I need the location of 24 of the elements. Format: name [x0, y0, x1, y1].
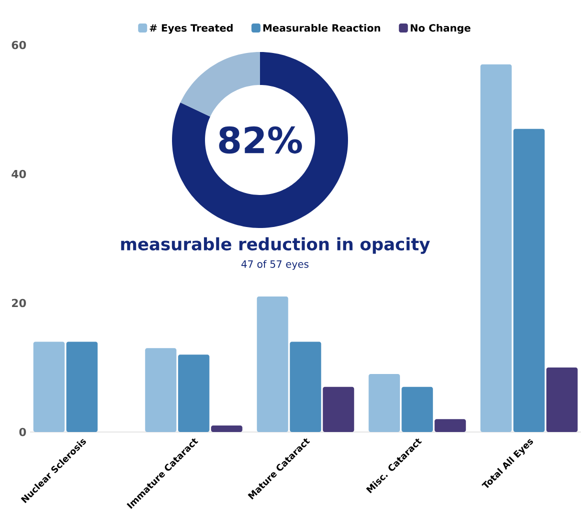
bar	[256, 296, 288, 432]
bar	[402, 386, 433, 432]
bar	[145, 348, 176, 432]
bar	[546, 367, 578, 432]
y-tick-label: 40	[12, 170, 26, 178]
legend-label: # Eyes Treated	[150, 24, 233, 34]
bar	[66, 342, 98, 432]
y-tick-label: 20	[12, 298, 26, 308]
legend-label: No Change	[410, 24, 470, 34]
legend-label: Measurable Reaction	[263, 24, 380, 32]
text: measurable reduction in opacity	[121, 237, 430, 254]
bar	[211, 426, 242, 432]
bar	[434, 419, 466, 432]
bar	[322, 386, 354, 432]
bar	[480, 64, 512, 432]
text: 47 of 57 eyes	[241, 260, 308, 270]
bar	[513, 128, 545, 432]
data-label: 82%	[219, 126, 302, 154]
y-tick-label: 0	[19, 428, 26, 436]
bar	[290, 342, 322, 432]
bar	[368, 374, 400, 432]
bar	[33, 342, 65, 432]
y-tick-label: 60	[12, 40, 26, 50]
bar	[178, 354, 210, 432]
